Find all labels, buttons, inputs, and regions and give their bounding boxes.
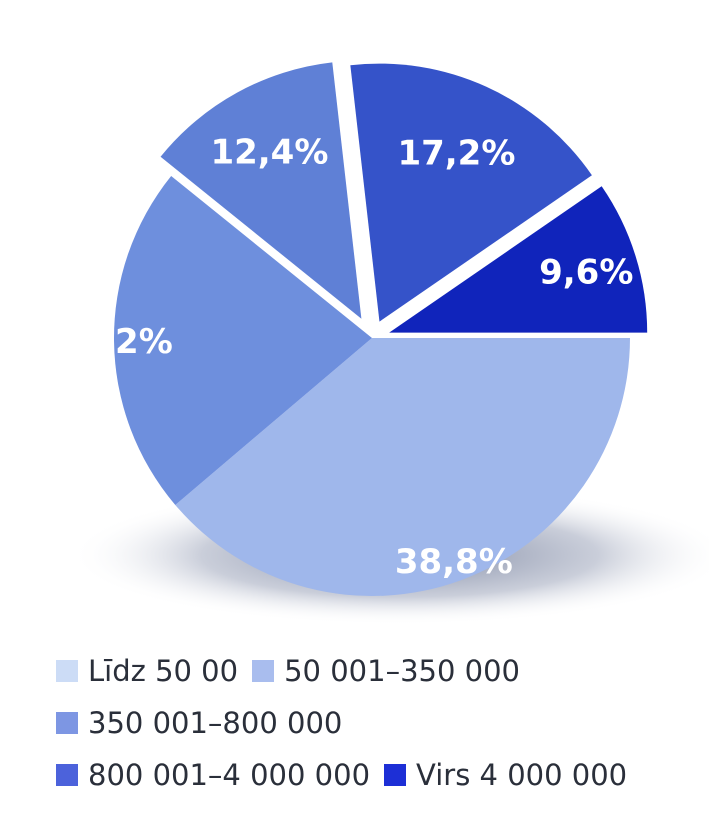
legend-row: 800 001–4 000 000 Virs 4 000 000 [0,749,709,801]
slice-data-label: 12,4% [210,132,328,172]
legend-swatch [56,764,78,786]
legend-label: Virs 4 000 000 [416,758,628,792]
legend-item: 350 001–800 000 [56,706,342,740]
pie-slices [113,62,648,596]
legend-label: Līdz 50 00 [88,654,239,688]
legend-row: 350 001–800 000 [0,697,709,749]
pie-slice [113,176,372,505]
legend-swatch [56,712,78,734]
legend-swatch [252,660,275,682]
legend-swatch [384,764,407,786]
slice-data-label: 17,2% [397,134,515,174]
legend-item: Līdz 50 00 [56,654,238,688]
legend-item: Virs 4 000 000 [384,758,627,792]
legend: Līdz 50 00 50 001–350 000 350 001–800 00… [0,645,709,801]
legend-row: Līdz 50 00 50 001–350 000 [0,645,709,697]
legend-swatch [56,660,78,682]
pie-slice [389,186,648,333]
legend-item: 800 001–4 000 000 [56,758,370,792]
legend-label: 350 001–800 000 [88,706,343,740]
pie-slice [160,62,362,319]
legend-label: 800 001–4 000 000 [88,758,371,792]
pie-chart: 38,8% 22% 12,4% 17,2% 9,6% [70,62,709,625]
pie-slice [350,63,592,322]
pie-slice [175,338,630,596]
slice-data-label: 9,6% [539,252,633,292]
slice-data-label: 38,8% [395,542,513,582]
legend-label: 50 001–350 000 [284,654,520,688]
legend-item: 50 001–350 000 [252,654,520,688]
slice-data-label: 22% [91,322,172,362]
pie-slice-labels: 38,8% 22% 12,4% 17,2% 9,6% [91,132,633,581]
